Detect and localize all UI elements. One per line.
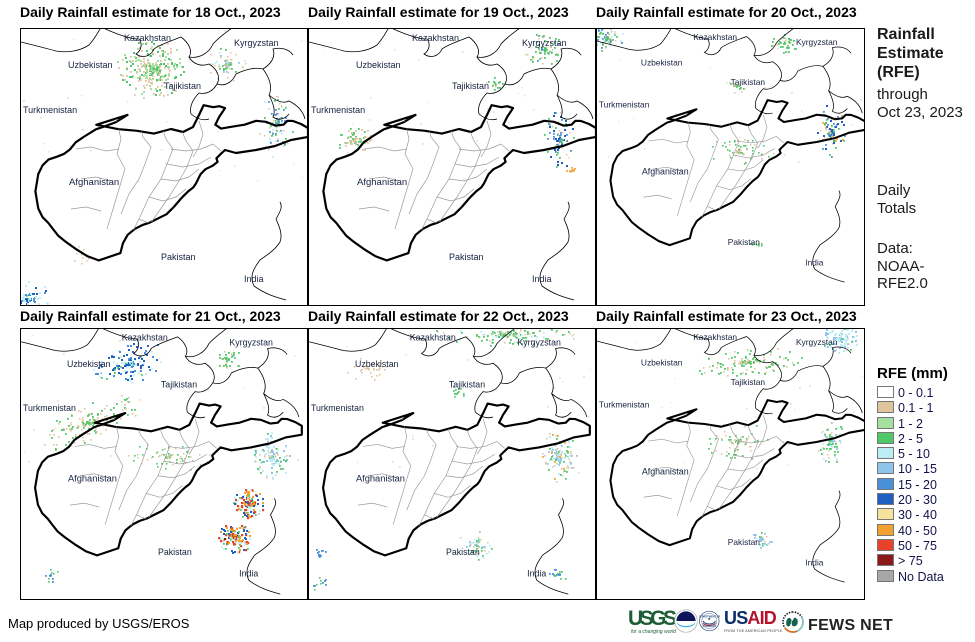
svg-text:Pakistan: Pakistan — [728, 237, 761, 247]
svg-text:Turkmenistan: Turkmenistan — [599, 99, 650, 109]
svg-text:Uzbekistan: Uzbekistan — [641, 357, 683, 367]
svg-text:India: India — [239, 569, 258, 579]
svg-text:Tajikistan: Tajikistan — [731, 77, 766, 87]
svg-text:Afghanistan: Afghanistan — [69, 177, 119, 188]
svg-text:Pakistan: Pakistan — [449, 252, 484, 262]
svg-text:Kyrgyzstan: Kyrgyzstan — [522, 38, 567, 48]
svg-text:Afghanistan: Afghanistan — [642, 167, 689, 177]
svg-text:COMMERCE: COMMERCE — [702, 626, 716, 628]
svg-text:Tajikistan: Tajikistan — [731, 377, 766, 387]
svg-text:Pakistan: Pakistan — [161, 252, 196, 262]
svg-text:Afghanistan: Afghanistan — [356, 474, 405, 484]
svg-text:India: India — [805, 257, 824, 267]
svg-text:Uzbekistan: Uzbekistan — [68, 60, 113, 70]
svg-text:Kazakhstan: Kazakhstan — [124, 33, 171, 43]
svg-text:Afghanistan: Afghanistan — [68, 474, 117, 484]
svg-text:India: India — [532, 274, 552, 284]
svg-text:Kyrgyzstan: Kyrgyzstan — [229, 338, 273, 348]
svg-text:Uzbekistan: Uzbekistan — [356, 60, 401, 70]
svg-text:Turkmenistan: Turkmenistan — [311, 105, 365, 115]
svg-text:Kyrgyzstan: Kyrgyzstan — [234, 38, 279, 48]
svg-text:Kazakhstan: Kazakhstan — [410, 333, 456, 343]
svg-text:Tajikistan: Tajikistan — [164, 81, 201, 91]
svg-text:Turkmenistan: Turkmenistan — [599, 399, 650, 409]
svg-text:Pakistan: Pakistan — [158, 547, 192, 557]
svg-text:Kazakhstan: Kazakhstan — [412, 33, 459, 43]
svg-text:India: India — [805, 557, 824, 567]
svg-text:Turkmenistan: Turkmenistan — [311, 403, 364, 413]
svg-text:Turkmenistan: Turkmenistan — [23, 403, 76, 413]
svg-text:Uzbekistan: Uzbekistan — [67, 359, 111, 369]
svg-text:India: India — [527, 569, 546, 579]
svg-text:Afghanistan: Afghanistan — [357, 177, 407, 188]
svg-text:Uzbekistan: Uzbekistan — [355, 359, 399, 369]
svg-text:Afghanistan: Afghanistan — [642, 467, 689, 477]
svg-text:Uzbekistan: Uzbekistan — [641, 57, 683, 67]
svg-text:Pakistan: Pakistan — [446, 547, 480, 557]
svg-text:Kazakhstan: Kazakhstan — [122, 333, 168, 343]
svg-text:Pakistan: Pakistan — [728, 537, 761, 547]
svg-text:Kyrgyzstan: Kyrgyzstan — [796, 337, 838, 347]
svg-text:Tajikistan: Tajikistan — [449, 380, 485, 390]
svg-text:India: India — [244, 274, 264, 284]
svg-text:Kyrgyzstan: Kyrgyzstan — [796, 37, 838, 47]
svg-text:Turkmenistan: Turkmenistan — [23, 105, 77, 115]
svg-text:Tajikistan: Tajikistan — [161, 380, 197, 390]
svg-text:Kyrgyzstan: Kyrgyzstan — [517, 338, 561, 348]
svg-text:Kazakhstan: Kazakhstan — [693, 332, 737, 342]
svg-text:Kazakhstan: Kazakhstan — [693, 32, 737, 42]
svg-text:Tajikistan: Tajikistan — [452, 81, 489, 91]
